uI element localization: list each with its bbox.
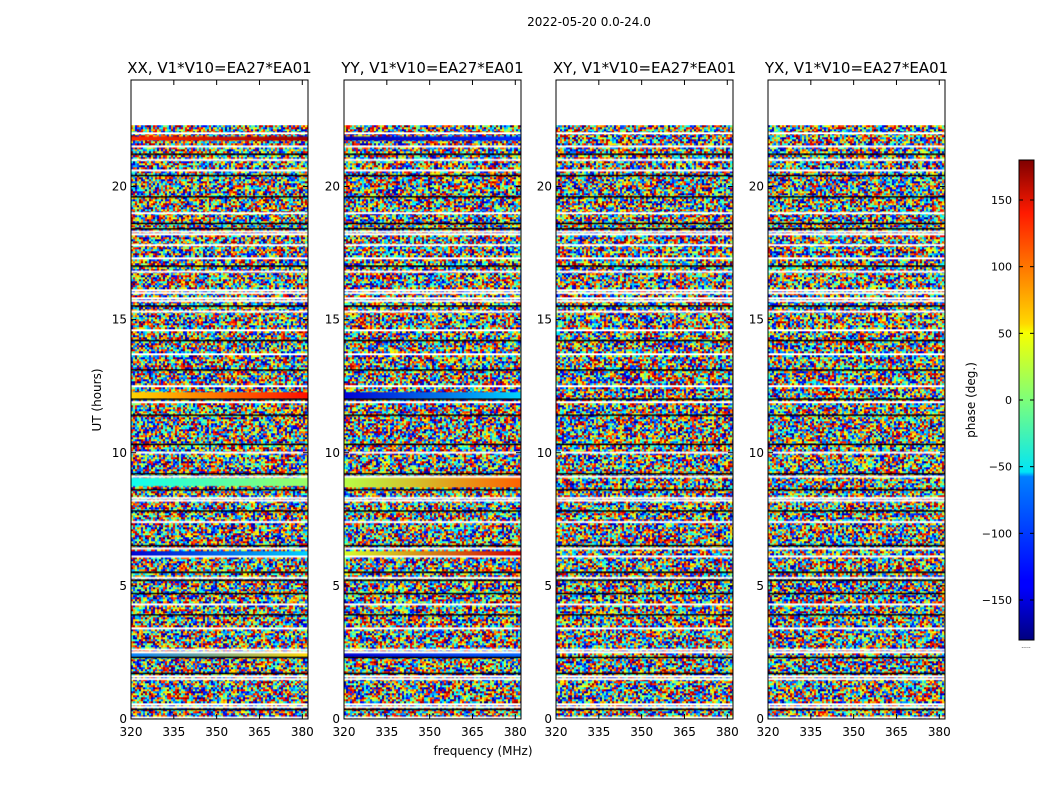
y-tick-label: 10 xyxy=(112,446,127,460)
x-tick-label: 365 xyxy=(673,725,696,739)
panel-title: XX, V1*V10=EA27*EA01 xyxy=(127,59,311,77)
y-tick-label: 5 xyxy=(332,579,340,593)
panel-2: YY, V1*V10=EA27*EA01 320 335 350 365 380 0 5 10 1… xyxy=(325,59,527,739)
phase-heatmap xyxy=(344,125,521,720)
panel-title: YY, V1*V10=EA27*EA01 xyxy=(340,59,523,77)
x-tick-label: 320 xyxy=(545,725,568,739)
x-tick-label: 365 xyxy=(885,725,908,739)
x-tick-label: 335 xyxy=(162,725,185,739)
x-tick-label: 350 xyxy=(630,725,653,739)
panel-title: XY, V1*V10=EA27*EA01 xyxy=(553,59,736,77)
colorbar-tick-label: 100 xyxy=(991,261,1012,274)
y-tick-label: 15 xyxy=(537,313,552,327)
panel-title: YX, V1*V10=EA27*EA01 xyxy=(764,59,948,77)
colorbar: −150 −100 −50 0 50 100 150 phase (deg.) ..... xyxy=(964,159,1035,650)
x-tick-label: 380 xyxy=(716,725,739,739)
figure-title: 2022-05-20 0.0-24.0 xyxy=(527,15,651,29)
phase-heatmap xyxy=(768,125,945,720)
x-tick-label: 350 xyxy=(418,725,441,739)
colorbar-tick-label: −100 xyxy=(982,527,1012,540)
y-tick-label: 5 xyxy=(119,579,127,593)
x-tick-label: 320 xyxy=(757,725,780,739)
x-axis-label: frequency (MHz) xyxy=(433,744,532,758)
x-tick-label: 320 xyxy=(333,725,356,739)
panels: XX, V1*V10=EA27*EA01 320 335 350 365 380 0 5 10 1… xyxy=(112,59,951,739)
x-tick-label: 320 xyxy=(120,725,143,739)
x-tick-label: 335 xyxy=(587,725,610,739)
y-tick-label: 0 xyxy=(332,712,340,726)
y-tick-label: 20 xyxy=(749,180,764,194)
colorbar-footnote: ..... xyxy=(1021,643,1031,650)
y-tick-label: 10 xyxy=(537,446,552,460)
y-tick-label: 0 xyxy=(544,712,552,726)
x-tick-label: 365 xyxy=(248,725,271,739)
y-tick-label: 10 xyxy=(749,446,764,460)
y-axis-label: UT (hours) xyxy=(90,368,104,431)
x-tick-label: 380 xyxy=(928,725,951,739)
colorbar-tick-label: 150 xyxy=(991,194,1012,207)
x-tick-label: 335 xyxy=(799,725,822,739)
y-tick-label: 0 xyxy=(756,712,764,726)
y-tick-label: 5 xyxy=(544,579,552,593)
x-tick-label: 380 xyxy=(291,725,314,739)
colorbar-tick-label: 0 xyxy=(1005,394,1012,407)
y-tick-label: 20 xyxy=(537,180,552,194)
phase-heatmap xyxy=(131,125,308,720)
x-tick-label: 350 xyxy=(205,725,228,739)
phase-heatmap xyxy=(556,125,733,720)
x-tick-label: 335 xyxy=(375,725,398,739)
colorbar-tick-label: −150 xyxy=(982,594,1012,607)
y-tick-label: 10 xyxy=(325,446,340,460)
panel-3: XY, V1*V10=EA27*EA01 320 335 350 365 380 0 5 10 1… xyxy=(537,59,739,739)
panel-frame xyxy=(130,79,309,720)
y-tick-label: 0 xyxy=(119,712,127,726)
y-tick-label: 20 xyxy=(112,180,127,194)
y-tick-label: 15 xyxy=(112,313,127,327)
colorbar-label: phase (deg.) xyxy=(964,362,978,438)
x-tick-label: 350 xyxy=(842,725,865,739)
colorbar-tick-label: −50 xyxy=(989,461,1012,474)
panel-1: XX, V1*V10=EA27*EA01 320 335 350 365 380 0 5 10 1… xyxy=(112,59,314,739)
x-tick-label: 380 xyxy=(504,725,527,739)
y-tick-label: 5 xyxy=(756,579,764,593)
y-tick-label: 20 xyxy=(325,180,340,194)
panel-frame xyxy=(767,79,946,720)
y-tick-label: 15 xyxy=(749,313,764,327)
panel-frame xyxy=(343,79,522,720)
colorbar-ticks: −150 −100 −50 0 50 100 150 xyxy=(982,194,1034,607)
panel-4: YX, V1*V10=EA27*EA01 320 335 350 365 380 0 5 10 1… xyxy=(749,59,951,739)
colorbar-tick-label: 50 xyxy=(998,327,1012,340)
y-tick-label: 15 xyxy=(325,313,340,327)
x-tick-label: 365 xyxy=(461,725,484,739)
panel-frame xyxy=(555,79,734,720)
